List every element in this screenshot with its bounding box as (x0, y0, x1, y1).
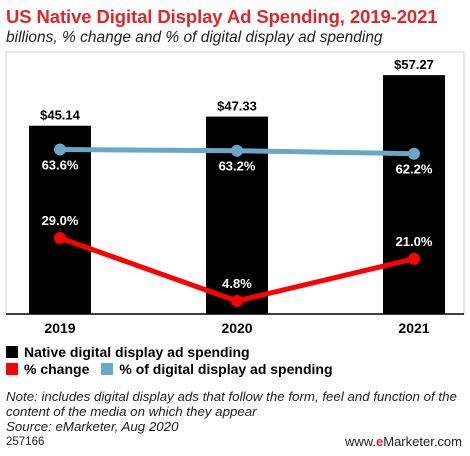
chart-subtitle: billions, % change and % of digital disp… (6, 29, 383, 46)
x-tick-2020: 2020 (221, 320, 252, 336)
pct-change-label-2020: 4.8% (222, 276, 252, 291)
pct-change-label-2021: 21.0% (396, 234, 433, 249)
legend-swatch-pct-share (101, 363, 114, 375)
legend-item-bars: Native digital display ad spending (6, 344, 250, 360)
pct-share-point-2019 (54, 143, 66, 156)
chart-id: 257166 (6, 436, 45, 448)
bar-label-2019: $45.14 (40, 108, 81, 123)
legend-label-pct-change: % change (24, 361, 90, 377)
bar-label-2021: $57.27 (394, 57, 434, 72)
pct-share-point-2020 (231, 144, 243, 157)
brand-suffix: Marketer.com (383, 434, 462, 449)
pct-change-label-2019: 29.0% (42, 213, 79, 228)
legend-swatch-pct-change (6, 363, 18, 375)
source-text: Source: eMarketer, Aug 2020 (6, 419, 179, 434)
note-text: Note: includes digital display ads that … (6, 389, 457, 419)
legend-label-bars: Native digital display ad spending (24, 344, 250, 360)
legend-label-pct-share: % of digital display ad spending (119, 361, 333, 377)
x-tick-2021: 2021 (398, 320, 429, 336)
x-tick-2019: 2019 (44, 320, 75, 336)
bar-2019 (29, 125, 91, 315)
pct-change-point-2020 (231, 295, 243, 307)
legend-swatch-bars (6, 346, 18, 358)
pct-share-label-2021: 62.2% (396, 162, 433, 177)
brand-accent: e (376, 434, 384, 449)
brand-prefix: www. (344, 434, 377, 449)
bar-label-2020: $47.33 (217, 99, 257, 114)
bar-2021 (383, 75, 445, 315)
chart-title: US Native Digital Display Ad Spending, 2… (6, 6, 438, 27)
legend-item-pct-change: % change (6, 361, 89, 377)
pct-change-point-2019 (54, 232, 66, 244)
chart-note: Note: includes digital display ads that … (6, 389, 466, 434)
pct-share-label-2019: 63.6% (42, 158, 79, 173)
brand-link[interactable]: www.eMarketer.com (345, 434, 462, 449)
legend-row-2: % change % of digital display ad spendin… (6, 361, 345, 377)
pct-share-point-2021 (408, 147, 420, 160)
pct-share-label-2020: 63.2% (219, 159, 256, 174)
pct-change-point-2021 (408, 252, 420, 265)
legend-row-1: Native digital display ad spending (6, 344, 262, 360)
legend-item-pct-share: % of digital display ad spending (101, 361, 333, 377)
